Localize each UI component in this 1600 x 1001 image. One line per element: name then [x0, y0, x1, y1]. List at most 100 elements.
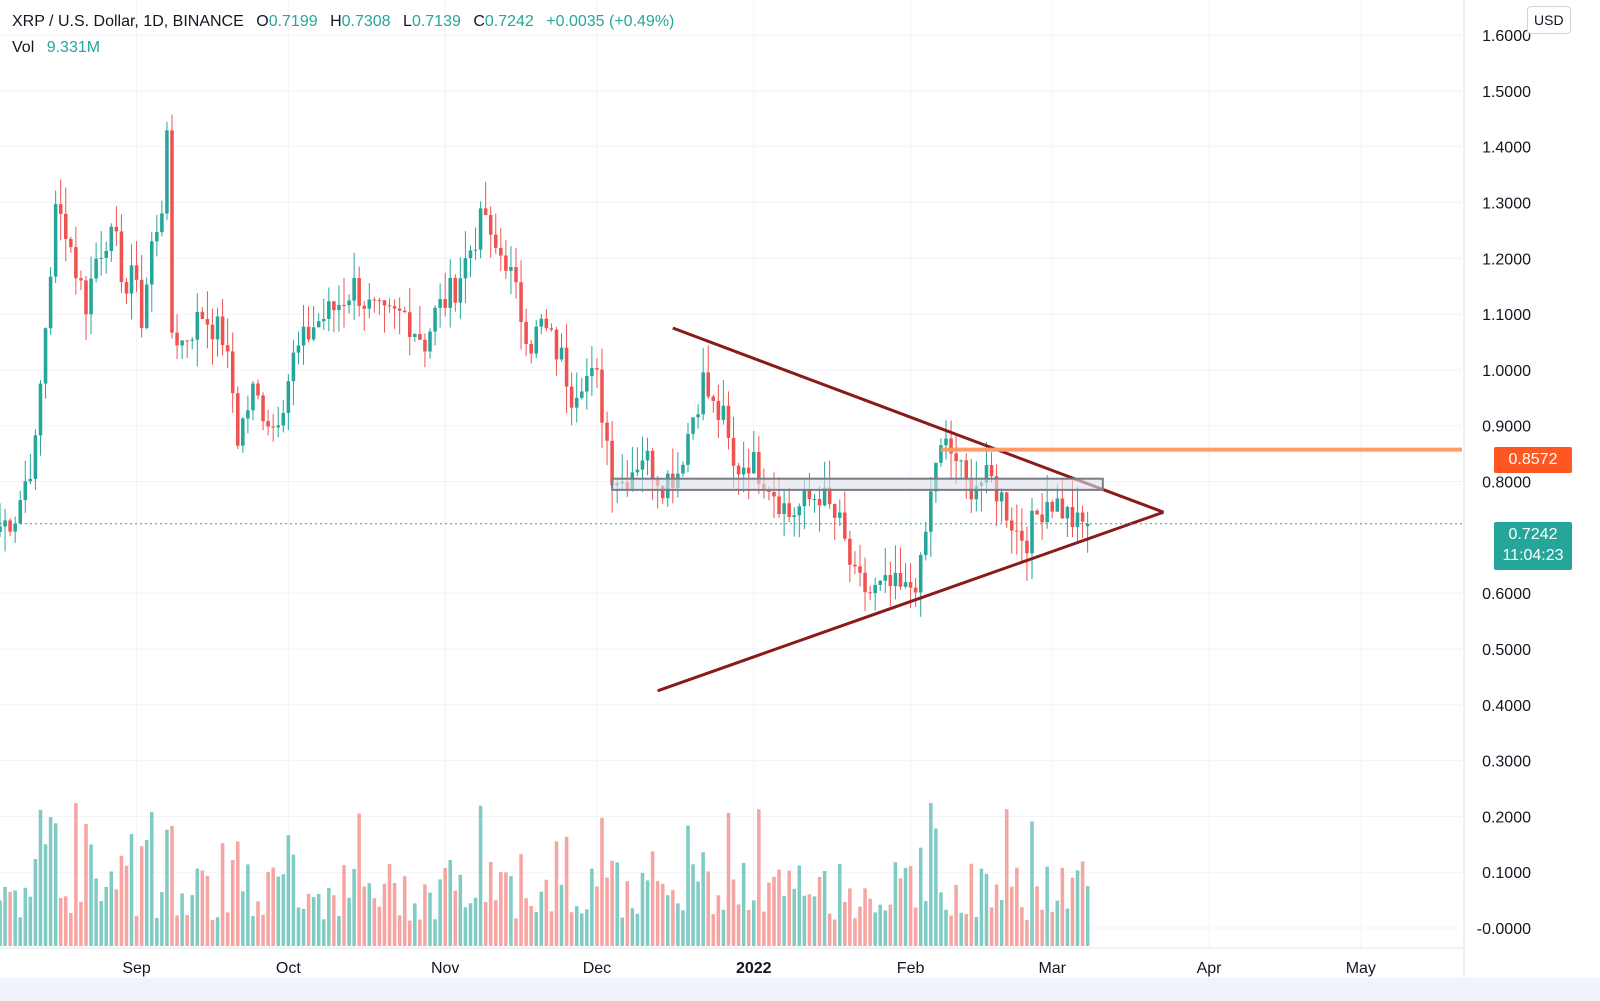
candle-body: [463, 258, 468, 279]
candle-body: [635, 469, 640, 473]
volume-bar: [1009, 886, 1014, 946]
candle-body: [807, 490, 812, 500]
y-tick-label: 0.6000: [1482, 586, 1531, 603]
volume-bar: [124, 865, 129, 946]
candle-body: [79, 278, 83, 281]
volume-bar: [69, 912, 73, 946]
volume-bar: [509, 876, 513, 946]
volume-bar: [595, 886, 599, 946]
candle-body: [407, 312, 412, 337]
volume-bar: [357, 813, 361, 946]
volume-bar: [190, 895, 195, 946]
candle-body: [458, 278, 463, 303]
candle-body: [949, 438, 953, 454]
candle-body: [418, 333, 422, 340]
y-tick-label: 0.8000: [1482, 475, 1531, 492]
close-value: 0.7242: [484, 13, 534, 30]
candle-body: [868, 592, 872, 594]
volume-bar: [772, 876, 776, 946]
candle-body: [792, 515, 797, 518]
volume-bar: [114, 889, 119, 946]
volume-bar: [913, 907, 918, 946]
symbol-title[interactable]: XRP / U.S. Dollar, 1D, BINANCE: [12, 13, 244, 30]
candle-body: [954, 453, 958, 462]
candle-body: [180, 340, 184, 346]
volume-bar: [63, 896, 68, 946]
candle-body: [367, 299, 372, 309]
volume-bar: [969, 863, 974, 946]
candle-body: [134, 265, 139, 280]
volume-bar: [0, 900, 2, 946]
volume-bar: [1004, 809, 1009, 946]
volume-bar: [413, 903, 417, 946]
volume-bar: [706, 871, 711, 946]
volume-bar: [625, 881, 630, 946]
candle-body: [468, 250, 473, 259]
volume-bar: [362, 886, 367, 946]
volume-bar: [261, 914, 265, 946]
candle-body: [908, 582, 913, 588]
volume-bar: [327, 888, 331, 946]
candle-body: [529, 343, 533, 354]
volume-bar: [620, 917, 625, 946]
candle-body: [863, 572, 867, 593]
volume-bar: [807, 894, 812, 946]
volume-bar: [660, 883, 665, 946]
candle-body: [362, 305, 367, 309]
volume-bar: [1070, 877, 1075, 946]
volume-bar: [499, 872, 503, 946]
candle-body: [898, 572, 903, 587]
volume-bar: [858, 906, 862, 946]
volume-bar: [210, 919, 215, 946]
volume-bar: [549, 911, 554, 946]
candle-body: [554, 329, 559, 360]
candle-body: [155, 232, 159, 242]
candle-body: [974, 485, 979, 500]
candle-body: [731, 437, 736, 466]
candle-body: [848, 538, 852, 565]
volume-bar: [898, 878, 903, 946]
volume-bar: [974, 916, 979, 946]
candle-body: [286, 381, 291, 413]
legend-row-ohlc: XRP / U.S. Dollar, 1D, BINANCE O0.7199 H…: [12, 9, 674, 35]
candle-body: [934, 462, 938, 492]
volume-bar: [762, 911, 766, 946]
volume-bar: [741, 862, 746, 946]
y-tick-label: 1.5000: [1482, 84, 1531, 101]
volume-bar: [458, 874, 463, 946]
candle-body: [8, 520, 12, 532]
candle-body: [989, 465, 994, 477]
volume-bar: [397, 915, 402, 946]
volume-bar: [144, 839, 149, 946]
candle-body: [478, 208, 483, 250]
volume-bar: [337, 915, 341, 946]
volume-bar: [33, 859, 38, 946]
candle-body: [767, 490, 771, 493]
volume-bar: [539, 891, 544, 946]
volume-bar: [1065, 908, 1070, 946]
candle-body: [291, 352, 296, 382]
candle-body: [585, 376, 589, 392]
candle-body: [1015, 530, 1019, 532]
candle-body: [337, 304, 341, 311]
candle-body: [1045, 501, 1049, 523]
candle-body: [377, 300, 382, 302]
candle-body: [827, 487, 832, 504]
volume-bar: [569, 912, 574, 946]
candle-body: [944, 438, 948, 446]
volume-bar: [478, 805, 483, 946]
volume-bar: [448, 860, 453, 946]
candle-body: [817, 499, 822, 506]
candle-body: [600, 369, 604, 423]
volume-bar: [241, 891, 245, 946]
candle-body: [220, 316, 225, 346]
currency-button[interactable]: USD: [1527, 6, 1571, 34]
volume-bar: [428, 892, 432, 946]
x-tick-label: May: [1346, 960, 1376, 977]
candle-body: [1065, 506, 1070, 519]
candle-body: [837, 512, 842, 518]
volume-bar: [301, 908, 306, 946]
volume-bar: [347, 897, 351, 946]
volume-bar: [893, 862, 898, 946]
